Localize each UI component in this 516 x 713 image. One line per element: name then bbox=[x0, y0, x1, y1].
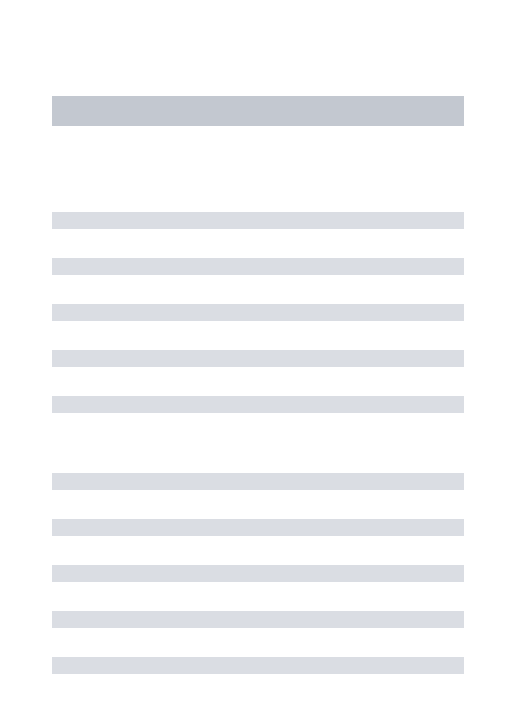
skeleton-line bbox=[52, 212, 464, 229]
skeleton-line bbox=[52, 473, 464, 490]
skeleton-line bbox=[52, 611, 464, 628]
skeleton-line bbox=[52, 657, 464, 674]
skeleton-line bbox=[52, 519, 464, 536]
skeleton-loader bbox=[0, 0, 516, 674]
skeleton-paragraph bbox=[52, 473, 464, 674]
skeleton-line bbox=[52, 350, 464, 367]
skeleton-line bbox=[52, 396, 464, 413]
skeleton-paragraph bbox=[52, 212, 464, 413]
skeleton-title-bar bbox=[52, 96, 464, 126]
skeleton-line bbox=[52, 565, 464, 582]
skeleton-line bbox=[52, 258, 464, 275]
skeleton-line bbox=[52, 304, 464, 321]
